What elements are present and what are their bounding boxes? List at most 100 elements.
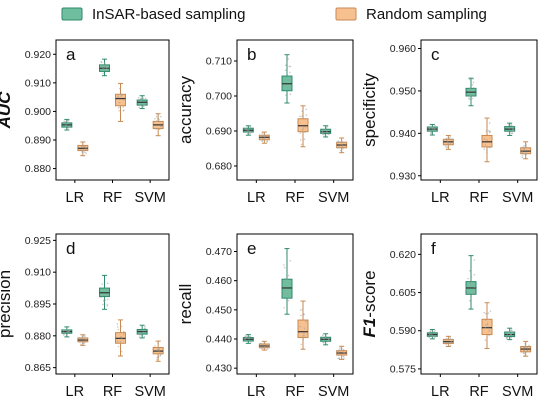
sample-point: [156, 356, 159, 359]
sample-point: [67, 127, 70, 129]
x-tick-label: RF: [469, 384, 488, 400]
sample-point: [343, 357, 345, 360]
sample-point: [340, 151, 343, 153]
sample-point: [81, 151, 84, 154]
sample-point: [299, 325, 302, 328]
sample-point: [138, 106, 141, 109]
sample-point: [249, 126, 251, 129]
sample-point: [486, 149, 488, 152]
sample-point: [139, 334, 141, 336]
sample-point: [104, 299, 107, 301]
sample-point: [263, 137, 266, 139]
sample-point: [63, 121, 66, 124]
sample-point: [302, 126, 305, 128]
sample-point: [66, 121, 69, 124]
sample-point: [142, 97, 145, 100]
sample-point: [138, 336, 141, 338]
sample-point: [101, 283, 104, 285]
sample-point: [300, 143, 303, 146]
sample-point: [488, 122, 491, 124]
sample-point: [82, 146, 85, 149]
legend-label-random: Random sampling: [366, 6, 487, 23]
sample-point: [117, 328, 120, 331]
sample-point: [449, 338, 452, 340]
panel-d: 0.865 0.880 0.895 0.910 0.925 LR RF SVM d precisi…: [0, 233, 170, 400]
panel-letter: e: [247, 239, 256, 258]
sample-point: [156, 117, 159, 120]
sample-point: [522, 349, 525, 351]
sample-point: [84, 335, 86, 337]
sample-point: [289, 71, 291, 74]
sample-point: [505, 337, 508, 340]
sample-point: [468, 269, 471, 272]
sample-point: [139, 332, 142, 335]
sample-point: [473, 291, 476, 293]
sample-point: [80, 149, 83, 151]
sample-point: [303, 332, 305, 335]
sample-point: [66, 328, 68, 331]
x-tick-label: LR: [66, 190, 85, 206]
y-tick-label: 0.680: [206, 161, 232, 173]
box-random-svm: [152, 113, 164, 137]
x-tick-label: RF: [469, 190, 488, 206]
panel-frame: [420, 233, 538, 375]
sample-point: [446, 140, 449, 143]
sample-point: [471, 83, 474, 86]
sample-point: [510, 124, 513, 127]
sample-point: [449, 344, 452, 347]
sample-point: [262, 343, 264, 345]
sample-point: [249, 125, 252, 128]
sample-point: [429, 130, 431, 133]
sample-point: [85, 152, 87, 154]
sample-point: [468, 98, 471, 101]
sample-point: [107, 298, 109, 301]
sample-point: [286, 62, 288, 64]
box-insar-rf: [465, 77, 477, 107]
sample-point: [266, 346, 269, 349]
sample-point: [119, 106, 121, 108]
sample-point: [321, 334, 324, 337]
x-tick-label: RF: [285, 190, 304, 206]
x-tick-label: SVM: [502, 190, 533, 206]
sample-point: [102, 72, 104, 75]
sample-point: [119, 340, 122, 343]
box-insar-svm: [504, 122, 516, 136]
y-tick-label: 0.690: [206, 126, 232, 138]
sample-point: [508, 127, 511, 129]
sample-point: [64, 329, 67, 332]
sample-point: [102, 303, 104, 306]
box-insar-lr: [426, 123, 438, 136]
sample-point: [78, 337, 81, 339]
sample-point: [144, 325, 146, 328]
sample-point: [263, 341, 266, 343]
sample-point: [144, 330, 146, 332]
sample-point: [102, 294, 104, 296]
sample-point: [116, 340, 119, 343]
sample-point: [155, 128, 158, 130]
sample-point: [287, 274, 290, 277]
sample-point: [434, 330, 436, 332]
box-random-lr: [77, 334, 89, 346]
box-insar-svm: [320, 125, 332, 138]
sample-point: [302, 338, 305, 341]
sample-point: [248, 129, 250, 132]
box-insar-rf: [99, 58, 110, 77]
sample-point: [289, 93, 292, 95]
box-insar-rf: [99, 274, 110, 310]
sample-point: [299, 309, 302, 311]
sample-point: [261, 134, 264, 137]
sample-point: [488, 131, 491, 134]
sample-point: [433, 336, 436, 339]
sample-point: [247, 131, 249, 134]
sample-point: [448, 138, 451, 141]
sample-point: [143, 103, 146, 106]
x-tick-label: SVM: [318, 190, 349, 206]
sample-point: [303, 334, 305, 337]
sample-point: [471, 94, 474, 96]
sample-point: [434, 130, 437, 133]
sample-point: [299, 115, 301, 118]
sample-point: [105, 294, 108, 296]
sample-point: [264, 343, 267, 345]
sample-point: [142, 331, 145, 333]
sample-point: [488, 146, 490, 149]
